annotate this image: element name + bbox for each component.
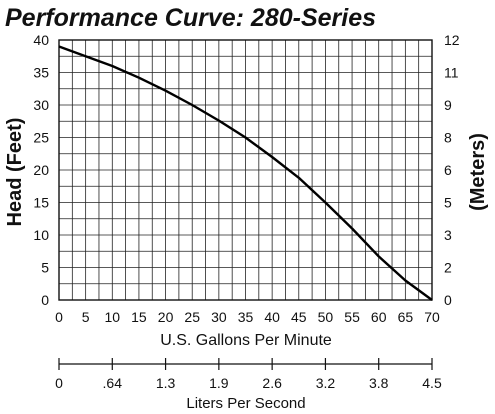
lps-tick-label: 3.8 — [369, 375, 389, 391]
x-tick-label: 55 — [344, 309, 360, 325]
y-tick-label: 30 — [33, 97, 49, 113]
x-tick-label: 60 — [371, 309, 387, 325]
y-tick-label: 0 — [41, 292, 49, 308]
y2-tick-label: 8 — [444, 130, 452, 146]
y2-tick-label: 11 — [444, 65, 459, 81]
x-tick-label: 5 — [82, 309, 90, 325]
x-tick-labels: 0 5 10 15 20 25 30 35 40 45 50 55 60 65 70 — [55, 309, 440, 325]
x-tick-label: 25 — [184, 309, 200, 325]
x-tick-label: 15 — [131, 309, 147, 325]
y-tick-label: 15 — [33, 195, 49, 211]
chart-title: Performance Curve: 280-Series — [5, 4, 376, 32]
curve-group — [58, 45, 433, 301]
x-tick-label: 45 — [291, 309, 307, 325]
y2-tick-label: 2 — [444, 260, 452, 276]
y2-tick-label: 12 — [444, 32, 460, 48]
y-tick-label: 35 — [33, 65, 49, 81]
x-tick-label: 65 — [398, 309, 414, 325]
lps-tick-label: 1.9 — [209, 375, 229, 391]
y2-tick-labels: 0 2 3 5 6 8 9 11 12 — [444, 32, 460, 308]
y-tick-label: 40 — [33, 32, 49, 48]
x-tick-label: 20 — [158, 309, 174, 325]
y-tick-labels: 0 5 10 15 20 25 30 35 40 — [33, 32, 49, 308]
y-axis-label: Head (Feet) — [4, 118, 26, 227]
x-tick-label: 70 — [424, 309, 440, 325]
x-tick-label: 40 — [264, 309, 280, 325]
lps-tick-label: 0 — [55, 375, 63, 391]
lps-tick-label: 4.5 — [422, 375, 442, 391]
lps-tick-label: 2.6 — [262, 375, 282, 391]
x2-axis-label: Liters Per Second — [186, 395, 305, 412]
plot-border — [58, 39, 433, 301]
y-tick-label: 5 — [41, 260, 49, 276]
x-tick-label: 35 — [238, 309, 254, 325]
lps-tick-label: 1.3 — [156, 375, 176, 391]
lps-scale: 0 .64 1.3 1.9 2.6 3.2 3.8 4.5 — [55, 358, 442, 391]
y-tick-label: 25 — [33, 130, 49, 146]
y-tick-label: 10 — [33, 227, 49, 243]
lps-tick-label: 3.2 — [316, 375, 336, 391]
x-tick-label: 30 — [211, 309, 227, 325]
y-tick-label: 20 — [33, 162, 49, 178]
x-tick-label: 50 — [318, 309, 334, 325]
plot-frame — [58, 39, 433, 301]
y2-tick-label: 9 — [444, 97, 452, 113]
x-tick-label: 10 — [104, 309, 120, 325]
x-axis-label: U.S. Gallons Per Minute — [160, 332, 332, 349]
y2-tick-label: 3 — [444, 227, 452, 243]
lps-tick-label: .64 — [103, 375, 123, 391]
performance-curve — [58, 45, 433, 301]
x-tick-label: 0 — [55, 309, 63, 325]
grid — [58, 39, 433, 301]
y2-tick-label: 0 — [444, 292, 452, 308]
y2-axis-label: (Meters) — [467, 133, 489, 211]
y2-tick-label: 5 — [444, 195, 452, 211]
y2-tick-label: 6 — [444, 162, 452, 178]
